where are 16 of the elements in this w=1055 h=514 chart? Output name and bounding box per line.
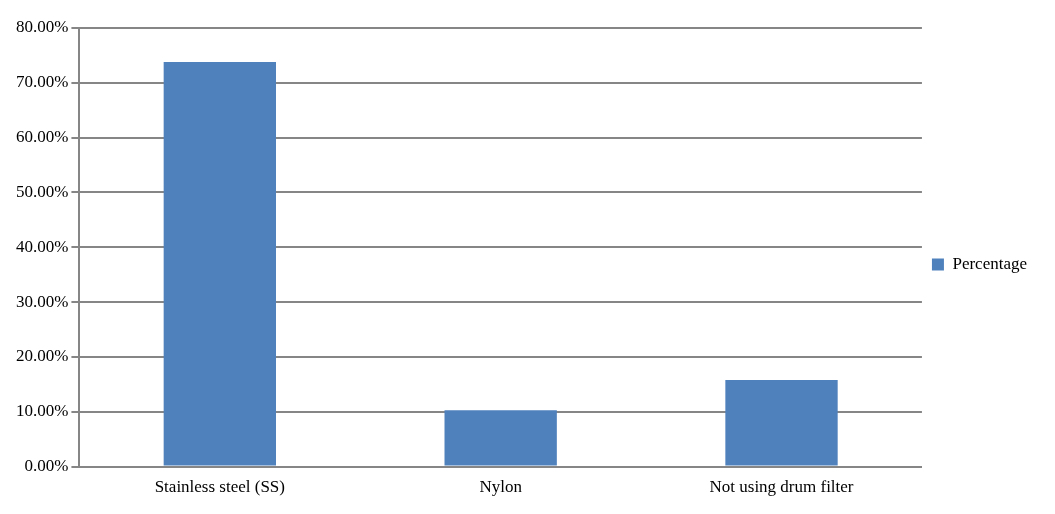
y-tick-label: 80.00%	[15, 17, 69, 37]
y-tick-label: 40.00%	[15, 236, 69, 256]
bar	[725, 379, 838, 466]
bar	[444, 410, 557, 466]
bar	[163, 61, 276, 466]
y-tick-label: 60.00%	[15, 127, 69, 147]
y-tick-label: 0.00%	[24, 456, 69, 476]
x-tick-label: Nylon	[479, 477, 523, 497]
y-tick-label: 30.00%	[15, 291, 69, 311]
x-tick-label: Not using drum filter	[709, 477, 854, 497]
x-tick-label: Stainless steel (SS)	[154, 477, 285, 497]
y-tick-label: 10.00%	[15, 401, 69, 421]
y-tick-label: 20.00%	[15, 346, 69, 366]
y-tick-label: 70.00%	[15, 72, 69, 92]
legend-label: Percentage	[952, 253, 1028, 273]
y-tick-label: 50.00%	[15, 181, 69, 201]
